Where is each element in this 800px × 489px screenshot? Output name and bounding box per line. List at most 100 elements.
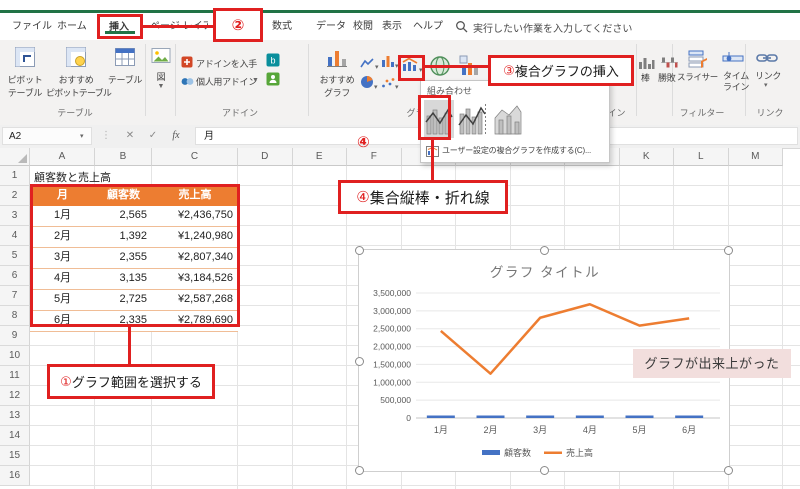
table-cell[interactable]: 2,335: [119, 314, 147, 326]
table-cell[interactable]: 1月: [53, 209, 72, 221]
search-icon[interactable]: [455, 20, 468, 38]
column-header[interactable]: A: [30, 148, 95, 166]
sparkline-winloss-icon[interactable]: [661, 55, 678, 75]
chevron-down-icon[interactable]: ▾: [764, 82, 768, 89]
column-header[interactable]: D: [238, 148, 293, 166]
row-header[interactable]: 10: [0, 346, 30, 366]
embedded-chart[interactable]: グラフ タイトル 3,500,000 3,000,000 2,500,000 2,000…: [358, 249, 730, 472]
row-header[interactable]: 16: [0, 466, 30, 486]
combo-thumb-stacked-area-column[interactable]: [493, 100, 523, 138]
custom-combo-menu-item[interactable]: ユーザー設定の複合グラフを作成する(C)...: [442, 146, 592, 155]
sparkline-column-icon[interactable]: [638, 55, 655, 75]
map-chart-icon[interactable]: [429, 55, 451, 82]
column-header[interactable]: K: [619, 148, 674, 166]
my-addins-button[interactable]: 個人用アドイン: [196, 77, 257, 87]
tab-file[interactable]: ファイル: [12, 21, 52, 32]
table-cell[interactable]: 4月: [53, 272, 72, 284]
link-icon[interactable]: [756, 51, 778, 69]
recommended-pivot-button[interactable]: おすすめ ピボットテーブル: [46, 46, 112, 99]
table-cell[interactable]: 6月: [53, 314, 72, 326]
tab-view[interactable]: 表示: [382, 21, 402, 32]
table-cell[interactable]: ¥2,807,340: [177, 251, 233, 263]
table-cell[interactable]: ¥2,789,690: [177, 314, 233, 326]
select-all-corner[interactable]: [0, 148, 30, 166]
table-header-cell[interactable]: 顧客数: [95, 186, 152, 206]
table-cell[interactable]: 1,392: [119, 230, 147, 242]
line-chart-type-icon[interactable]: ▾: [360, 56, 379, 74]
row-header[interactable]: 7: [0, 286, 30, 306]
table-cell[interactable]: 2,355: [119, 251, 147, 263]
table-cell[interactable]: 3,135: [119, 272, 147, 284]
get-addins-button[interactable]: アドインを入手: [196, 59, 257, 69]
confirm-entry-icon[interactable]: ✓: [148, 130, 158, 141]
timeline-icon[interactable]: [722, 50, 744, 73]
chart-resize-handle[interactable]: [355, 466, 364, 475]
slicer-icon[interactable]: [688, 50, 708, 75]
recommended-charts-button[interactable]: おすすめ グラフ: [315, 48, 359, 99]
scatter-chart-type-icon[interactable]: ▾: [381, 76, 399, 94]
chart-resize-handle[interactable]: [724, 246, 733, 255]
row-header[interactable]: 5: [0, 246, 30, 266]
table-cell[interactable]: 5月: [53, 293, 72, 305]
tab-data[interactable]: データ: [316, 21, 346, 32]
pivot-chart-icon[interactable]: [459, 55, 481, 82]
illustrations-button[interactable]: 図 ▼: [149, 47, 173, 90]
tab-help[interactable]: ヘルプ: [413, 21, 443, 32]
table-cell[interactable]: 2,725: [119, 293, 147, 305]
row-header[interactable]: 12: [0, 386, 30, 406]
bing-maps-addin-icon[interactable]: b: [266, 53, 280, 72]
row-header[interactable]: 6: [0, 266, 30, 286]
row-header[interactable]: 11: [0, 366, 30, 386]
cell-a1[interactable]: 顧客数と売上高: [34, 172, 111, 184]
name-box-dropdown-icon[interactable]: ▾: [80, 133, 84, 140]
table-button[interactable]: テーブル: [106, 46, 144, 86]
tab-insert[interactable]: 挿入: [109, 22, 129, 33]
chevron-down-icon[interactable]: ▼: [252, 77, 259, 84]
table-cell[interactable]: ¥1,240,980: [177, 230, 233, 242]
row-header[interactable]: 13: [0, 406, 30, 426]
table-cell[interactable]: ¥2,436,750: [177, 209, 233, 221]
table-cell[interactable]: 2月: [53, 230, 72, 242]
column-header[interactable]: B: [95, 148, 152, 166]
chart-resize-handle[interactable]: [540, 466, 549, 475]
row-header[interactable]: 14: [0, 426, 30, 446]
combo-chart-button[interactable]: ▾: [402, 57, 423, 77]
row-header[interactable]: 4: [0, 226, 30, 246]
pie-chart-type-icon[interactable]: ▾: [360, 75, 378, 94]
table-cell[interactable]: 2,565: [119, 209, 147, 221]
pivot-table-button[interactable]: ピボット テーブル: [4, 46, 46, 99]
column-header[interactable]: C: [152, 148, 238, 166]
tab-formulas[interactable]: 数式: [272, 21, 292, 32]
slicer-button[interactable]: スライサー: [677, 72, 719, 82]
table-cell[interactable]: 3月: [53, 251, 72, 263]
combo-thumb-column-line-secondary-axis[interactable]: [458, 100, 488, 138]
chart-resize-handle[interactable]: [355, 357, 364, 366]
people-graph-addin-icon[interactable]: [266, 72, 280, 91]
table-header-cell[interactable]: 売上高: [152, 186, 238, 206]
chart-resize-handle[interactable]: [540, 246, 549, 255]
column-header[interactable]: L: [674, 148, 729, 166]
cancel-entry-icon[interactable]: ✕: [125, 130, 135, 141]
row-header[interactable]: 1: [0, 166, 30, 186]
column-header[interactable]: M: [728, 148, 783, 166]
row-header[interactable]: 2: [0, 186, 30, 206]
column-header[interactable]: F: [347, 148, 402, 166]
name-box[interactable]: A2: [2, 127, 92, 145]
timeline-button[interactable]: タイム: [723, 71, 749, 81]
insert-function-icon[interactable]: fx: [172, 130, 180, 141]
table-cell[interactable]: ¥2,587,268: [177, 293, 233, 305]
tab-review[interactable]: 校閲: [353, 21, 373, 32]
tab-home[interactable]: ホーム: [57, 21, 87, 32]
row-header[interactable]: 8: [0, 306, 30, 326]
link-button[interactable]: リンク: [755, 71, 782, 81]
row-header[interactable]: 9: [0, 326, 30, 346]
column-chart-type-icon[interactable]: ▾: [381, 55, 399, 73]
tell-me-search-box[interactable]: 実行したい作業を入力してください: [473, 24, 633, 35]
chart-resize-handle[interactable]: [355, 246, 364, 255]
table-cell[interactable]: ¥3,184,526: [177, 272, 233, 284]
column-header[interactable]: E: [292, 148, 347, 166]
chart-resize-handle[interactable]: [724, 466, 733, 475]
row-header[interactable]: 3: [0, 206, 30, 226]
row-header[interactable]: 15: [0, 446, 30, 466]
table-header-cell[interactable]: 月: [30, 186, 95, 206]
